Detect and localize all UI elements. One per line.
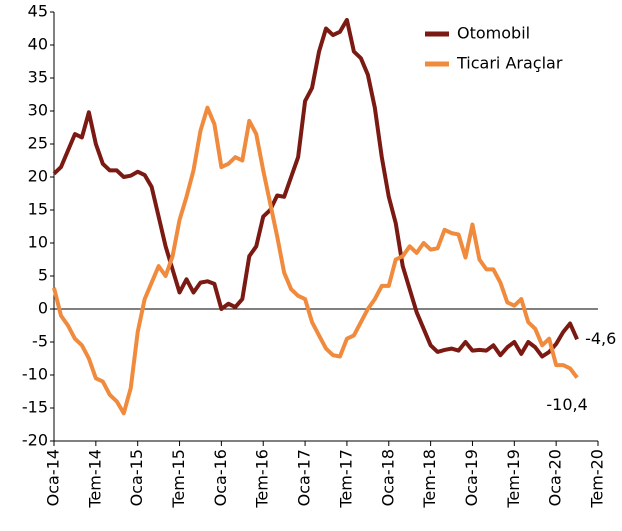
x-tick-label: Oca-14 bbox=[44, 449, 63, 506]
x-tick-label: Oca-16 bbox=[211, 449, 230, 506]
x-tick-label: Tem-19 bbox=[504, 449, 523, 509]
y-tick-label: 0 bbox=[38, 299, 48, 318]
legend-label: Otomobil bbox=[457, 24, 530, 43]
y-tick-label: -20 bbox=[22, 431, 48, 450]
series-line bbox=[52, 105, 579, 416]
x-tick-label: Oca-15 bbox=[127, 449, 146, 506]
y-tick-label: 30 bbox=[28, 101, 48, 120]
y-tick-label: 20 bbox=[28, 167, 48, 186]
y-tick-label: 5 bbox=[38, 266, 48, 285]
y-tick-label: 25 bbox=[28, 134, 48, 153]
x-tick-label: Tem-14 bbox=[85, 449, 104, 509]
y-tick-label: 15 bbox=[28, 200, 48, 219]
legend-label: Ticari Araçlar bbox=[456, 54, 563, 73]
x-tick-label: Tem-15 bbox=[169, 449, 188, 509]
y-tick-label: 10 bbox=[28, 233, 48, 252]
x-tick-label: Oca-20 bbox=[546, 449, 565, 506]
data-label: -4,6 bbox=[585, 329, 616, 348]
x-tick-label: Oca-17 bbox=[295, 449, 314, 506]
x-tick-label: Tem-17 bbox=[336, 449, 355, 509]
data-label: -10,4 bbox=[546, 395, 587, 414]
x-tick-label: Oca-18 bbox=[378, 449, 397, 506]
x-tick-label: Oca-19 bbox=[462, 449, 481, 506]
y-tick-label: -10 bbox=[22, 365, 48, 384]
y-tick-label: 40 bbox=[28, 35, 48, 54]
y-tick-label: -15 bbox=[22, 398, 48, 417]
y-tick-label: -5 bbox=[32, 332, 48, 351]
y-tick-label: 45 bbox=[28, 2, 48, 21]
series-line bbox=[52, 17, 579, 359]
x-tick-label: Tem-20 bbox=[588, 449, 607, 509]
x-tick-label: Tem-16 bbox=[253, 449, 272, 509]
y-tick-label: 35 bbox=[28, 68, 48, 87]
x-tick-label: Tem-18 bbox=[420, 449, 439, 509]
